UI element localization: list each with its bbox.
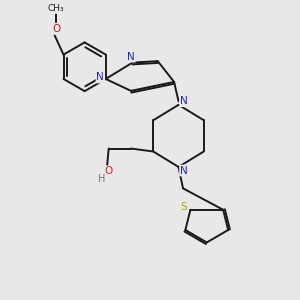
Text: O: O	[105, 167, 113, 176]
Text: N: N	[127, 52, 135, 62]
Text: CH₃: CH₃	[48, 4, 64, 13]
Text: O: O	[52, 24, 60, 34]
Text: S: S	[181, 202, 187, 212]
Text: H: H	[98, 174, 106, 184]
Text: N: N	[180, 96, 188, 106]
Text: N: N	[97, 73, 104, 82]
Text: N: N	[180, 166, 188, 176]
